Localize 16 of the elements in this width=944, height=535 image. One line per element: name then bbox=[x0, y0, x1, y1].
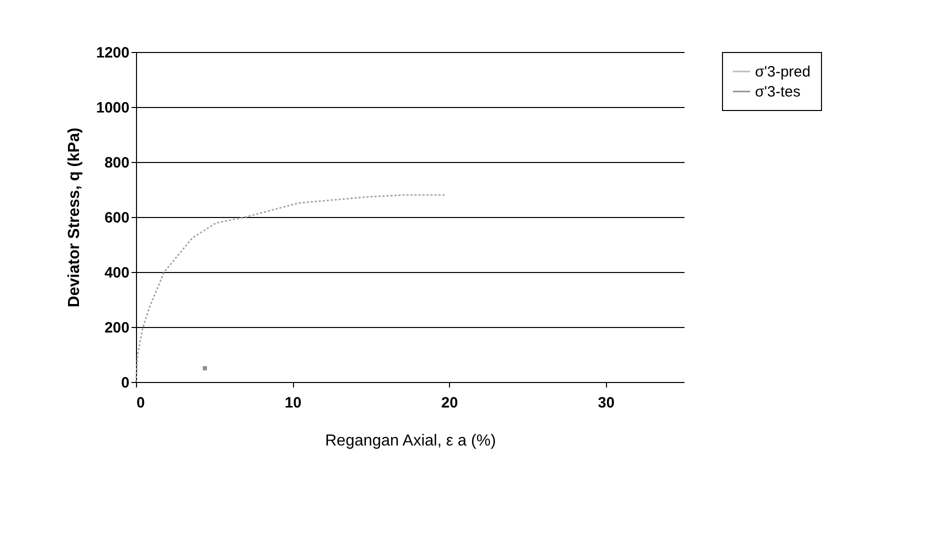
y-tick-label: 600 bbox=[104, 210, 130, 226]
y-tick-label: 200 bbox=[104, 320, 130, 336]
y-tick-label: 0 bbox=[121, 374, 130, 392]
line-series bbox=[135, 194, 446, 383]
x-tick-label: 0 bbox=[136, 394, 145, 412]
y-tick-label: 1200 bbox=[96, 44, 130, 62]
x-tick-label: 10 bbox=[284, 394, 302, 412]
x-axis-title: Regangan Axial, ε a (%) bbox=[325, 432, 496, 450]
y-tick-label: 800 bbox=[104, 154, 130, 172]
y-tick-label: 400 bbox=[104, 264, 130, 282]
legend-label: σ'3-tes bbox=[755, 84, 800, 100]
x-tick-label: 30 bbox=[598, 394, 615, 412]
legend-label: σ'3-pred bbox=[755, 64, 810, 80]
x-tick-label: 20 bbox=[441, 394, 458, 412]
y-tick-label: 1000 bbox=[96, 100, 130, 116]
y-axis-title: Deviator Stress, q (kPa) bbox=[66, 128, 84, 308]
